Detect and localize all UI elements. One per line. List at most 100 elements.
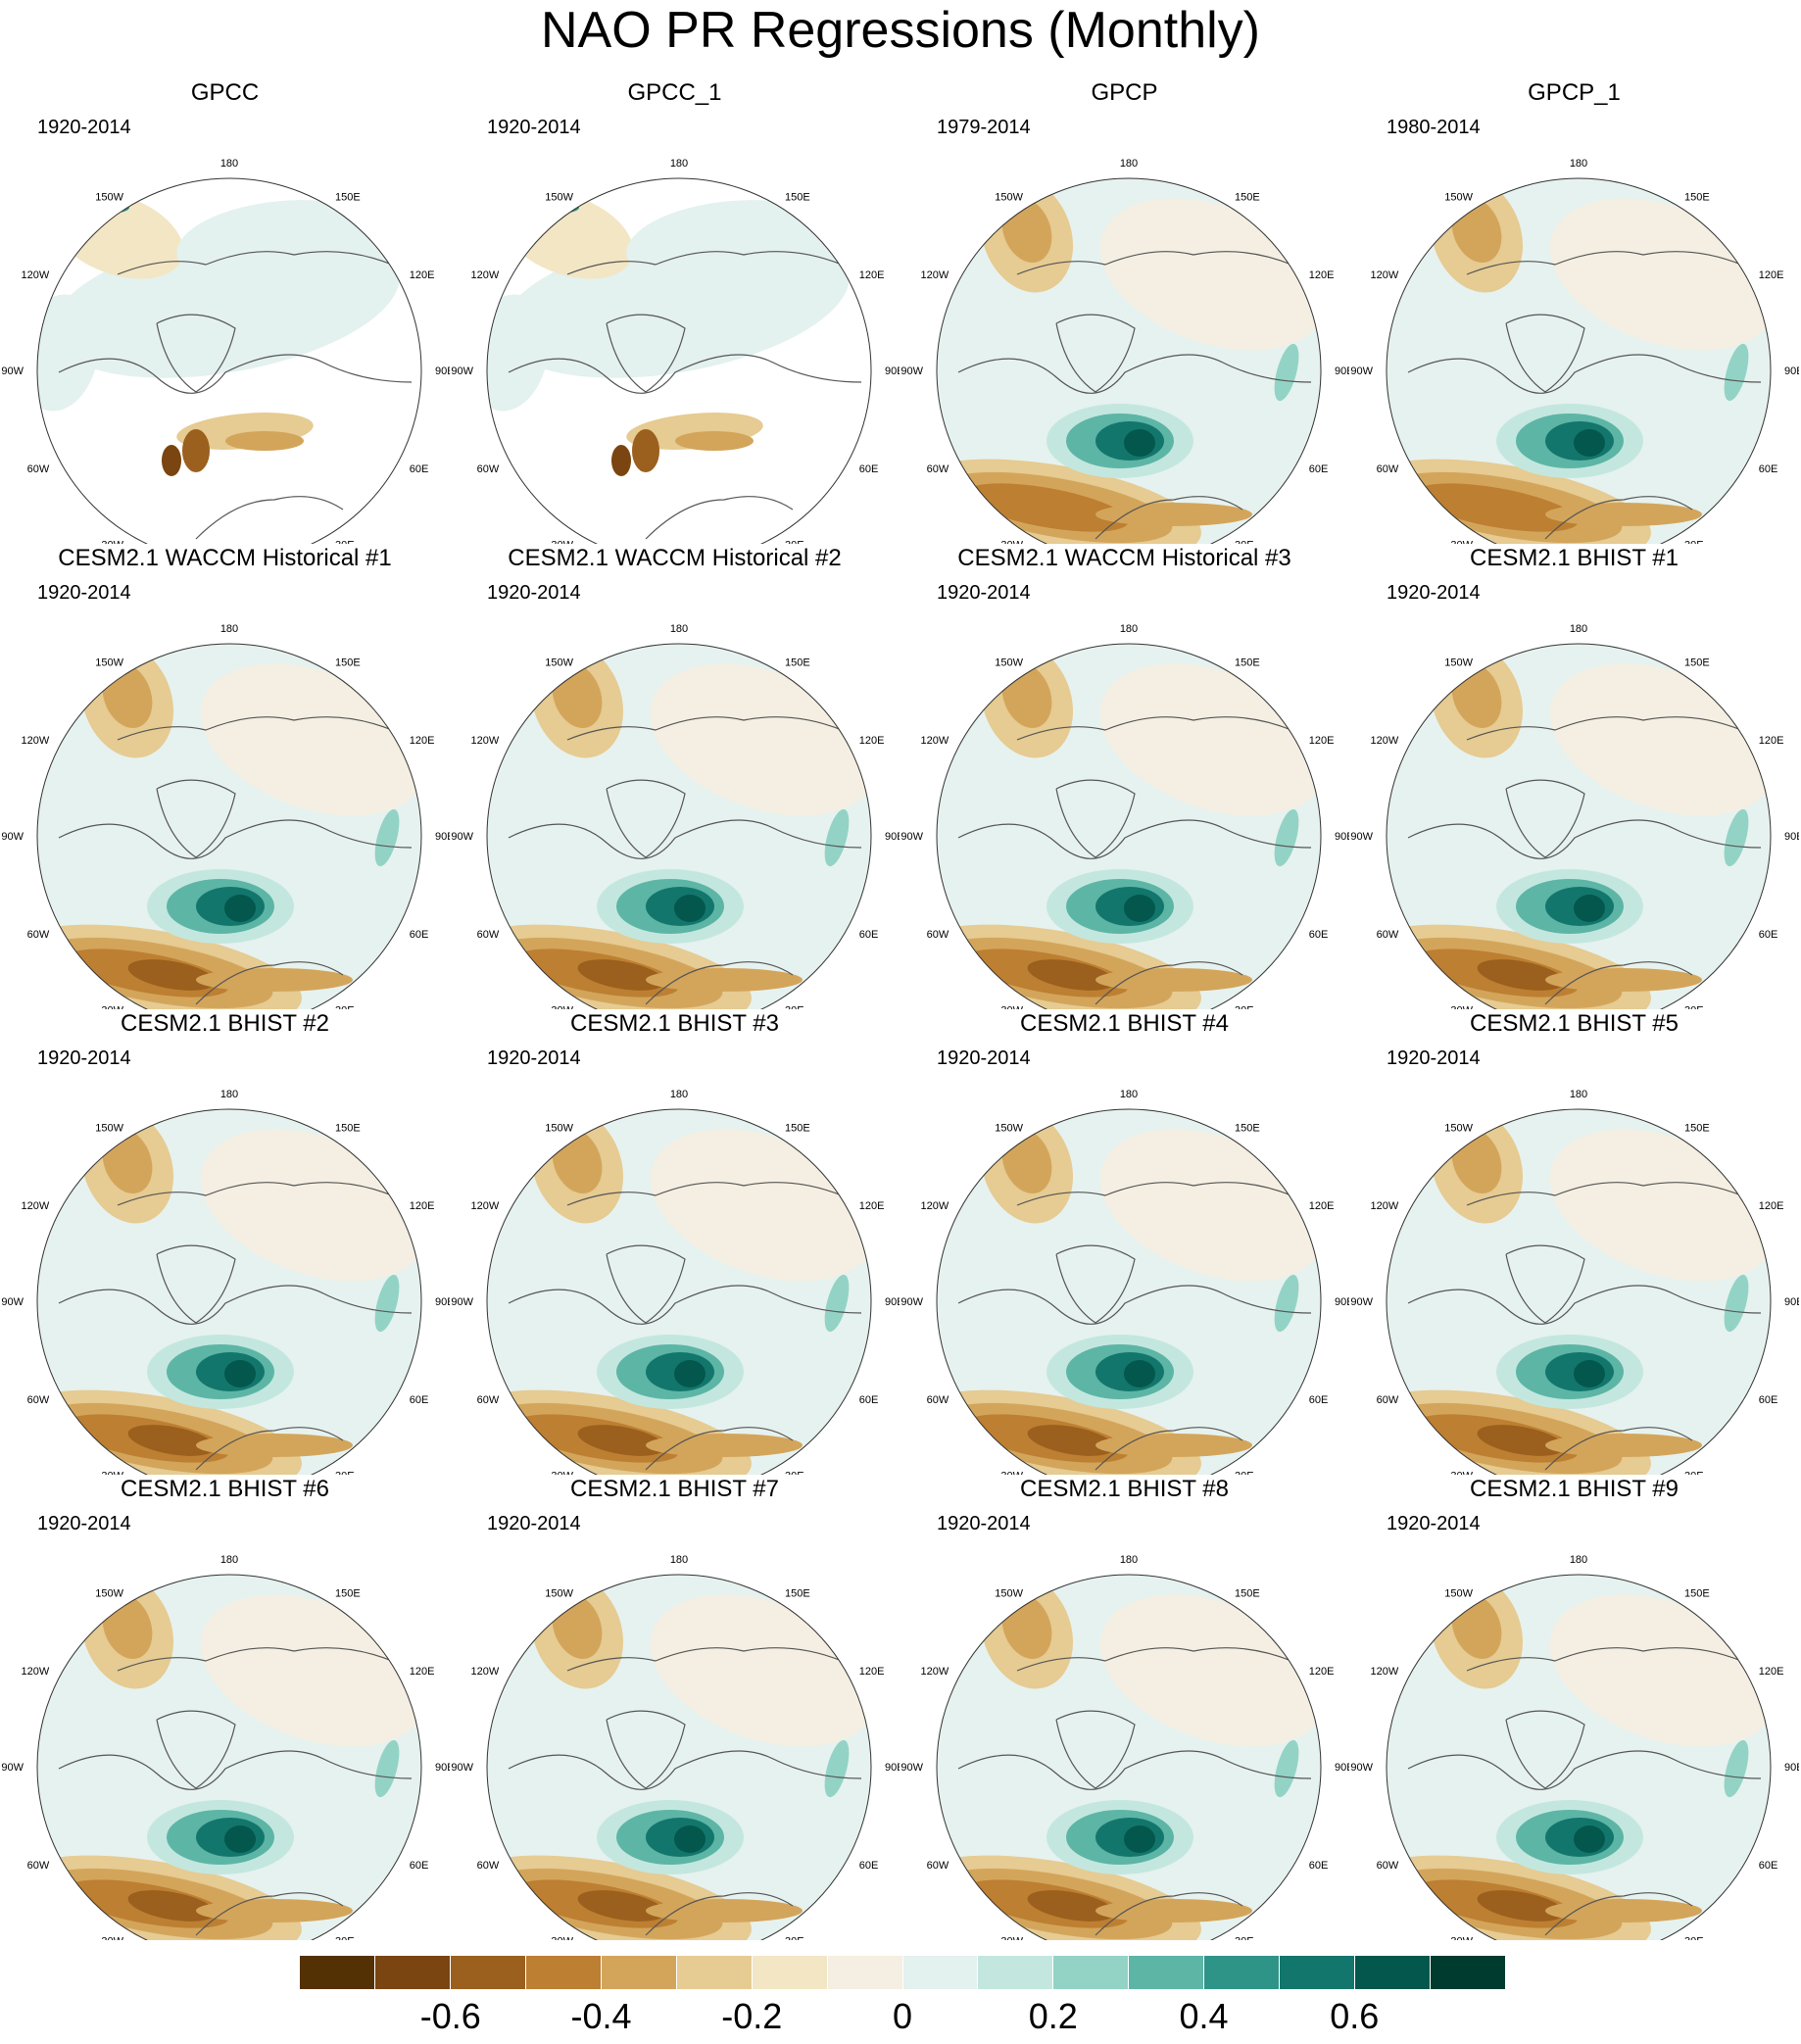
map-panel: GPCP_1180150E120E90E60E30E030W60W90W120W… [1349,78,1799,544]
longitude-label: 60W [927,1394,949,1406]
longitude-label: 90E [1784,365,1799,377]
longitude-label: 30E [335,1005,355,1009]
colorbar-cell [1053,1956,1130,1989]
asia-positive [374,1739,400,1798]
panel-years: 1920-2014 [1387,1513,1481,1534]
longitude-label: 150E [1235,191,1260,203]
polar-map: 180150E120E90E60E30E030W60W90W120W150W [1350,623,1799,1009]
coastlines [1407,1647,1762,1936]
arctic-positive [674,1360,706,1387]
longitude-label: 90W [451,1762,473,1774]
colorbar-tick-label: -0.6 [419,1996,481,2036]
mediterranean-negative [646,1899,803,1922]
longitude-label: 90E [1784,1296,1799,1308]
atlantic-negative [1477,494,1565,525]
atlantic-negative [1027,1890,1115,1922]
longitude-label: 90W [1,1762,24,1774]
longitude-label: 120E [859,1200,885,1212]
asia-positive [374,808,400,867]
longitude-label: 60E [410,1394,429,1406]
arctic-positive [1574,1825,1605,1853]
panel-title: CESM2.1 BHIST #8 [1020,1476,1229,1502]
panel-years: 1920-2014 [1387,1047,1481,1069]
longitude-label: 150W [545,657,573,668]
coastlines [508,1182,862,1471]
longitude-label: 120E [859,735,885,747]
panel-title: CESM2.1 BHIST #5 [1470,1010,1679,1037]
longitude-label: 120E [410,735,435,747]
polar-map: 180150E120E90E60E30E030W60W90W120W150W [1,1554,450,1940]
polar-map: 180150E120E90E60E30E030W60W90W120W150W [900,1554,1349,1940]
longitude-label: 90W [900,1762,923,1774]
coastlines [957,251,1312,540]
colorbar-cell [902,1956,979,1989]
longitude-label: 120W [22,735,50,747]
longitude-label: 90E [435,1296,450,1308]
arctic-positive [1124,895,1155,922]
colorbar [300,1956,1505,1989]
longitude-label: 60E [410,1860,429,1872]
polar-map: 180150E120E90E60E30E030W60W90W120W150W [1350,158,1799,544]
colorbar-tick-label: 0.2 [1028,1996,1078,2036]
polar-map: 180150E120E90E60E30E030W60W90W120W150W [1350,1554,1799,1940]
polar-map: 180150E120E90E60E30E030W60W90W120W150W [451,158,900,544]
colorbar-cell [601,1956,677,1989]
coastlines [957,716,1312,1005]
arctic-positive [224,1825,256,1853]
longitude-label: 60W [27,1394,50,1406]
longitude-label: 150E [1684,191,1710,203]
longitude-label: 150E [1684,657,1710,668]
panel-years: 1920-2014 [1387,582,1481,604]
colorbar-cell [374,1956,451,1989]
longitude-label: 120W [921,1200,949,1212]
panel-title: CESM2.1 BHIST #7 [570,1476,779,1502]
longitude-label: 180 [670,1554,688,1566]
colorbar-labels: -0.6 -0.4 -0.2 0 0.2 0.4 0.6 [0,1995,1801,2044]
longitude-label: 120E [1759,735,1784,747]
map-panel: CESM2.1 BHIST #6180150E120E90E60E30E030W… [0,1475,450,1940]
arctic-positive [1574,1360,1605,1387]
map-boundary [936,1574,1322,1940]
longitude-label: 150W [545,1587,573,1599]
coastlines [508,1647,862,1936]
arctic-positive [1124,1825,1155,1853]
panel-years: 1920-2014 [937,582,1031,604]
longitude-label: 90W [900,831,923,843]
longitude-label: 30W [1450,1471,1473,1475]
map-panel: CESM2.1 BHIST #1180150E120E90E60E30E030W… [1349,544,1799,1009]
longitude-label: 60W [477,1394,500,1406]
longitude-label: 60W [477,929,500,941]
coastlines [957,1182,1312,1471]
longitude-label: 30W [1000,1936,1023,1940]
longitude-label: 60W [927,929,949,941]
colorbar-tick-label: 0.4 [1179,1996,1229,2036]
longitude-label: 120E [859,1666,885,1678]
panel-years: 1920-2014 [37,582,131,604]
longitude-label: 150W [95,1587,123,1599]
map-panel: CESM2.1 BHIST #9180150E120E90E60E30E030W… [1349,1475,1799,1940]
panel-years: 1920-2014 [37,1513,131,1534]
mediterranean-negative [1095,1434,1252,1457]
longitude-label: 90W [900,365,923,377]
panel-years: 1920-2014 [937,1513,1031,1534]
longitude-label: 30W [1000,1471,1023,1475]
longitude-label: 30W [1000,540,1023,544]
map-boundary [1386,177,1772,544]
atlantic-negative [577,959,665,991]
panel-title: GPCC [190,79,260,106]
panel-title: CESM2.1 BHIST #1 [1470,545,1679,571]
longitude-label: 30W [101,1936,123,1940]
longitude-label: 90W [451,365,473,377]
mediterranean-negative [1545,1434,1702,1457]
panel-title: CESM2.1 BHIST #4 [1020,1010,1229,1037]
asia-positive [1274,1274,1299,1333]
longitude-label: 150E [335,1122,361,1134]
land-anomaly [632,429,659,472]
longitude-label: 150W [995,1587,1023,1599]
longitude-label: 180 [220,623,238,635]
map-boundary [936,177,1322,544]
polar-map: 180150E120E90E60E30E030W60W90W120W150W [1,1089,450,1475]
longitude-label: 60E [1759,1394,1778,1406]
longitude-label: 60E [1309,1860,1329,1872]
longitude-label: 120E [1759,1666,1784,1678]
